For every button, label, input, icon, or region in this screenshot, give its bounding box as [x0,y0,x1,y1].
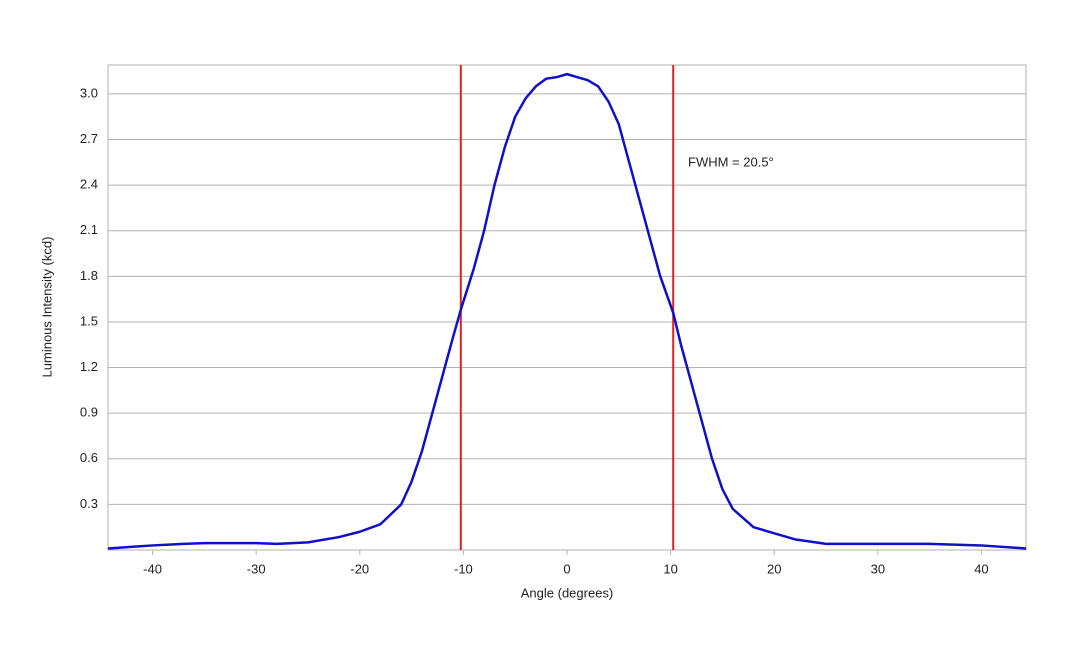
y-tick-label: 0.6 [80,450,98,465]
y-tick-label: 2.1 [80,222,98,237]
x-tick-label: -20 [350,561,369,576]
y-tick-label: 3.0 [80,85,98,100]
y-axis-label: Luminous Intensity (kcd) [39,237,54,378]
x-tick-label: 30 [871,561,885,576]
x-tick-label: -30 [247,561,266,576]
y-tick-label: 0.9 [80,405,98,420]
y-tick-label: 0.3 [80,496,98,511]
data-line [107,72,1027,550]
y-tick-label: 1.2 [80,359,98,374]
x-tick-label: 0 [563,561,570,576]
annotation: FWHM = 20.5° [688,154,774,169]
x-tick-label: -40 [143,561,162,576]
x-axis-label: Angle (degrees) [521,585,614,600]
plot-area [107,64,1027,551]
y-tick-label: 2.4 [80,177,98,192]
y-tick-label: 1.5 [80,313,98,328]
x-tick-label: 40 [974,561,988,576]
y-tick-label: 2.7 [80,131,98,146]
y-tick-label: 1.8 [80,268,98,283]
x-tick-label: 20 [767,561,781,576]
x-tick-label: -10 [454,561,473,576]
x-tick-label: 10 [663,561,677,576]
